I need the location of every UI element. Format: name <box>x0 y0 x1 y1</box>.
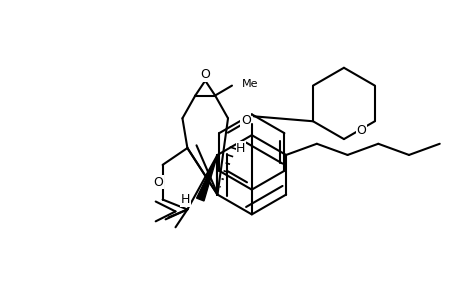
Text: H: H <box>236 142 245 154</box>
Text: O: O <box>200 68 210 81</box>
Text: O: O <box>356 124 365 137</box>
Polygon shape <box>196 155 217 201</box>
Text: H: H <box>180 193 190 206</box>
Text: O: O <box>241 114 250 127</box>
Text: Me: Me <box>241 79 258 88</box>
Text: O: O <box>153 176 163 189</box>
